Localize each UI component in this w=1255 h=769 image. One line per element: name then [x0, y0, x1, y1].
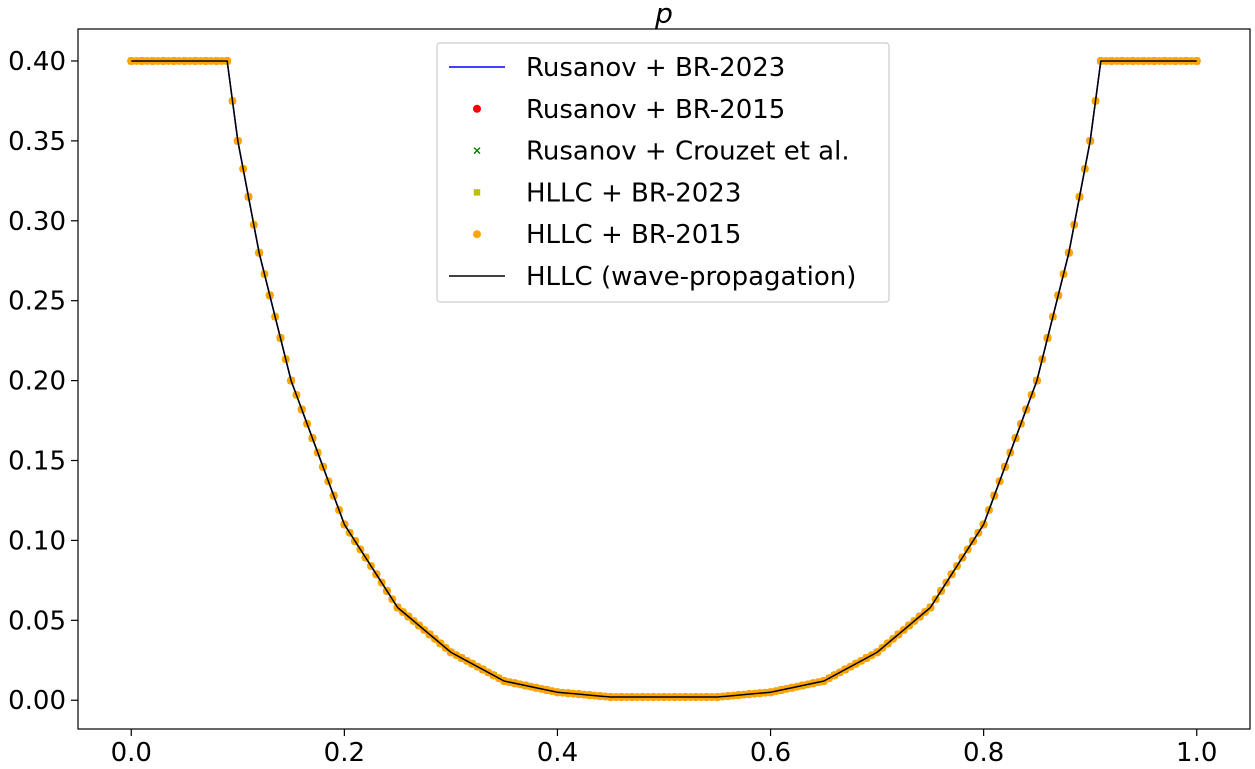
legend-label: Rusanov + BR-2015 — [526, 95, 785, 125]
y-tick-label: 0.00 — [8, 686, 66, 716]
y-tick-label: 0.05 — [8, 606, 66, 636]
y-axis: 0.00 0.05 0.10 0.15 0.20 0.25 0.30 0.35 0.40 — [8, 47, 78, 716]
y-tick-label: 0.40 — [8, 47, 66, 77]
x-tick-label: 0.0 — [111, 738, 152, 768]
legend: Rusanov + BR-2023 Rusanov + BR-2015 Rusano… — [436, 42, 890, 303]
x-tick-label: 0.2 — [324, 738, 365, 768]
x-marker-stroke — [473, 147, 481, 155]
legend-label: Rusanov + Crouzet et al. — [526, 137, 850, 167]
legend-label: HLLC + BR-2015 — [526, 220, 741, 250]
legend-marker — [473, 230, 481, 239]
legend-box — [436, 42, 890, 303]
y-tick-label: 0.15 — [8, 447, 66, 477]
series-5 — [131, 60, 1197, 698]
x-tick-label: 0.6 — [750, 738, 791, 768]
legend-marker — [473, 189, 481, 196]
series-layer — [127, 56, 1201, 702]
x-axis: 0.0 0.2 0.4 0.6 0.8 1.0 — [111, 729, 1217, 768]
y-tick-label: 0.25 — [8, 287, 66, 317]
x-tick-label: 0.8 — [963, 738, 1004, 768]
y-tick-label: 0.20 — [8, 367, 66, 397]
y-tick-label: 0.30 — [8, 207, 66, 237]
legend-label: HLLC (wave-propagation) — [526, 262, 856, 292]
legend-label: HLLC + BR-2023 — [526, 178, 741, 208]
x-tick-label: 1.0 — [1176, 738, 1217, 768]
legend-label: Rusanov + BR-2023 — [526, 53, 785, 83]
legend-marker — [473, 147, 481, 155]
y-tick-label: 0.35 — [8, 127, 66, 157]
series-line — [131, 60, 1197, 698]
x-tick-label: 0.4 — [537, 738, 578, 768]
y-tick-label: 0.10 — [8, 526, 66, 556]
legend-marker — [473, 104, 481, 113]
chart-title: p — [654, 0, 673, 30]
